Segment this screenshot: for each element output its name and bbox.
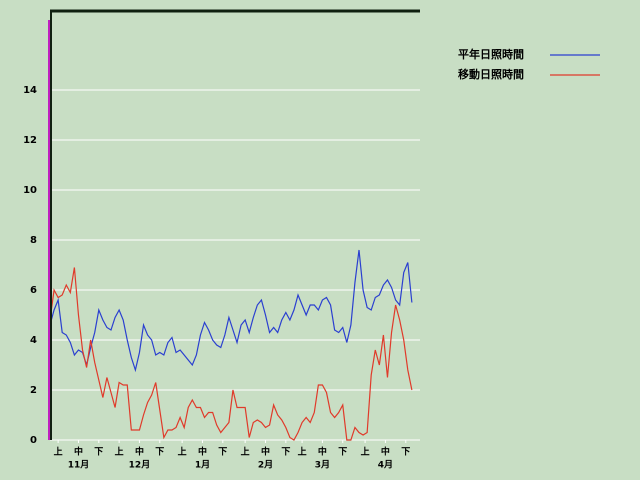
x-tick-label: 中 (381, 446, 390, 458)
x-tick-label: 中 (318, 446, 327, 458)
month-label: 2月 (258, 460, 273, 471)
x-tick-label: 下 (218, 447, 227, 458)
x-tick-label: 中 (198, 446, 207, 458)
legend-label: 移動日照時間 (458, 67, 524, 81)
x-tick-label: 上 (178, 446, 187, 458)
x-tick-label: 上 (54, 446, 63, 458)
series-line (49, 249, 413, 373)
month-label: 3月 (315, 460, 330, 471)
x-tick-label: 中 (135, 446, 144, 458)
x-tick-label: 下 (281, 447, 290, 458)
month-label: 11月 (68, 460, 90, 471)
series-line (49, 267, 413, 441)
x-tick-label: 下 (155, 447, 164, 458)
y-tick-label: 14 (23, 85, 37, 96)
x-tick-label: 上 (115, 446, 124, 458)
y-tick-label: 6 (30, 285, 37, 296)
x-tick-label: 上 (298, 446, 307, 458)
x-tick-label: 上 (361, 446, 370, 458)
y-tick-label: 8 (30, 235, 37, 246)
y-tick-label: 0 (30, 435, 37, 446)
x-tick-label: 中 (261, 446, 270, 458)
y-tick-label: 12 (23, 135, 37, 146)
month-label: 1月 (195, 460, 210, 471)
month-label: 4月 (378, 460, 393, 471)
x-tick-label: 下 (338, 447, 347, 458)
month-label: 12月 (129, 460, 151, 471)
y-tick-label: 2 (30, 385, 37, 396)
y-tick-label: 10 (23, 185, 37, 196)
legend-label: 平年日照時間 (458, 47, 524, 61)
plot-area (49, 89, 420, 443)
x-tick-label: 下 (401, 447, 410, 458)
x-tick-label: 上 (241, 446, 250, 458)
x-tick-label: 中 (74, 446, 83, 458)
x-tick-label: 下 (94, 447, 103, 458)
y-tick-label: 4 (30, 335, 37, 346)
